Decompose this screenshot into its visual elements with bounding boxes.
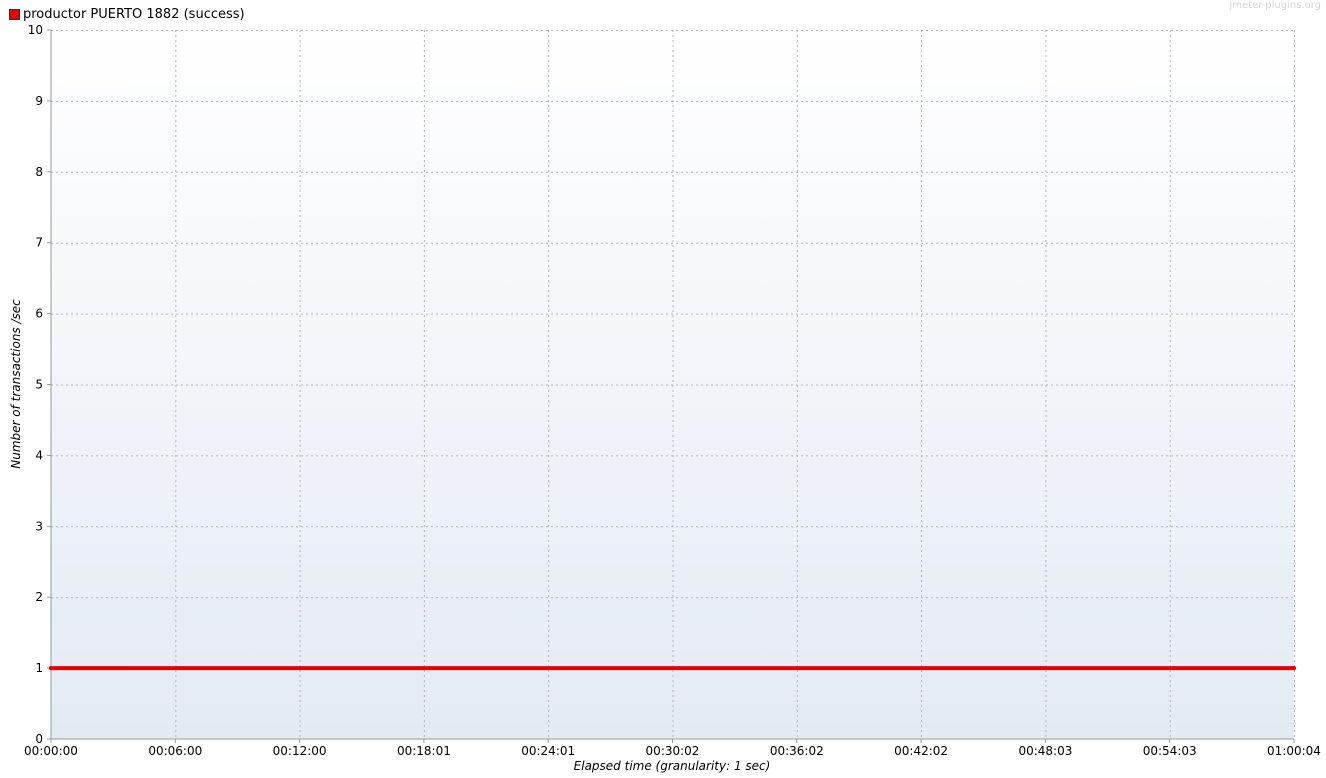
- y-tick-label: 0: [35, 732, 43, 746]
- x-tick-label: 00:54:03: [1143, 744, 1197, 758]
- legend-swatch: [9, 8, 20, 20]
- y-tick-label: 3: [35, 519, 43, 533]
- x-axis-title: Elapsed time (granularity: 1 sec): [574, 759, 771, 773]
- x-tick-label: 00:18:01: [397, 744, 451, 758]
- y-tick-label: 1: [35, 661, 43, 675]
- x-tick-label: 00:30:02: [646, 744, 700, 758]
- y-tick-label: 5: [35, 378, 43, 392]
- x-tick-label: 01:00:04: [1267, 744, 1321, 758]
- x-tick-labels: 00:00:00 00:06:00 00:12:00 00:18:01 00:24:01…: [24, 739, 1321, 758]
- y-tick-labels: 0 1 2 3 4 5 6 7 8 9 10: [28, 23, 51, 746]
- legend-label: productor PUERTO 1882 (success): [23, 6, 245, 22]
- grid: [51, 30, 1295, 739]
- x-tick-label: 00:24:01: [521, 744, 575, 758]
- x-tick-label: 00:48:03: [1018, 744, 1072, 758]
- y-tick-label: 10: [28, 23, 43, 37]
- x-tick-label: 00:00:00: [24, 744, 78, 758]
- series-point: [49, 666, 53, 671]
- series-layer: [49, 666, 1296, 671]
- y-tick-label: 2: [35, 590, 43, 604]
- y-tick-label: 7: [35, 236, 43, 250]
- y-tick-label: 6: [35, 307, 43, 321]
- x-tick-label: 00:42:02: [894, 744, 948, 758]
- y-tick-label: 8: [35, 165, 43, 179]
- x-tick-label: 00:36:02: [770, 744, 824, 758]
- watermark: jmeter-plugins.org: [1229, 0, 1321, 11]
- legend: productor PUERTO 1882 (success): [9, 5, 245, 23]
- y-tick-label: 4: [35, 448, 43, 462]
- y-axis-title: Number of transactions /sec: [9, 299, 23, 469]
- x-tick-label: 00:06:00: [148, 744, 202, 758]
- y-tick-label: 9: [35, 94, 43, 108]
- x-tick-label: 00:12:00: [273, 744, 327, 758]
- series-point: [1292, 666, 1296, 671]
